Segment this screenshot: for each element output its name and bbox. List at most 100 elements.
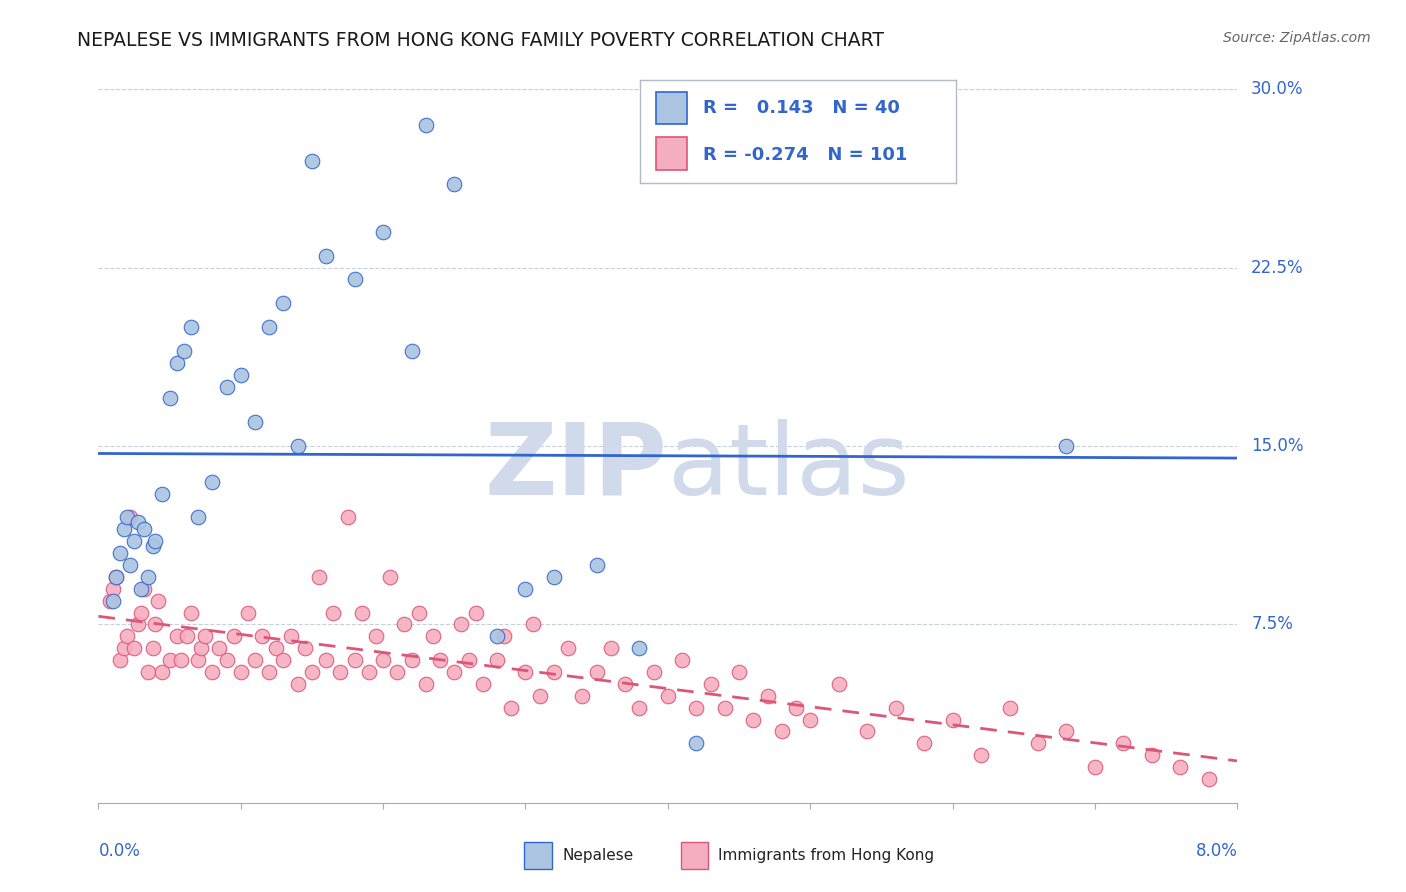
Bar	[655, 136, 688, 169]
Point	[215, 653, 238, 667]
Point	[208, 641, 231, 656]
Point	[101, 582, 124, 596]
Point	[585, 558, 607, 572]
Point	[136, 570, 159, 584]
Point	[785, 700, 807, 714]
Point	[1198, 772, 1220, 786]
Point	[280, 629, 302, 643]
Point	[522, 617, 544, 632]
Point	[742, 713, 765, 727]
Point	[343, 272, 366, 286]
Point	[112, 641, 135, 656]
Text: Source: ZipAtlas.com: Source: ZipAtlas.com	[1223, 31, 1371, 45]
Point	[201, 475, 224, 489]
Point	[471, 677, 494, 691]
Point	[415, 677, 437, 691]
Point	[336, 510, 359, 524]
Point	[118, 558, 141, 572]
Point	[970, 748, 993, 763]
Point	[136, 665, 159, 679]
Point	[685, 736, 707, 750]
Text: 8.0%: 8.0%	[1195, 842, 1237, 860]
Point	[394, 617, 416, 632]
Point	[799, 713, 821, 727]
Point	[166, 629, 188, 643]
Point	[380, 570, 402, 584]
Point	[1054, 724, 1078, 739]
Point	[129, 582, 152, 596]
Point	[148, 593, 170, 607]
Point	[115, 510, 138, 524]
Point	[828, 677, 851, 691]
Point	[856, 724, 879, 739]
Text: ZIP: ZIP	[485, 419, 668, 516]
Point	[628, 700, 651, 714]
Point	[543, 665, 565, 679]
Point	[422, 629, 444, 643]
Point	[132, 582, 155, 596]
Point	[301, 665, 323, 679]
Point	[457, 653, 479, 667]
Point	[194, 629, 217, 643]
Point	[912, 736, 935, 750]
Point	[122, 641, 145, 656]
Point	[166, 356, 188, 370]
Point	[770, 724, 793, 739]
Point	[215, 379, 238, 393]
Point	[132, 522, 155, 536]
Point	[714, 700, 737, 714]
Point	[187, 510, 209, 524]
Point	[657, 689, 679, 703]
Point	[884, 700, 907, 714]
Point	[108, 546, 131, 560]
Point	[357, 665, 380, 679]
Point	[464, 606, 486, 620]
Point	[486, 629, 509, 643]
Point	[104, 570, 127, 584]
Point	[322, 606, 344, 620]
Point	[108, 653, 131, 667]
Point	[173, 343, 195, 358]
Point	[329, 665, 352, 679]
Text: 0.0%: 0.0%	[98, 842, 141, 860]
Point	[259, 665, 281, 679]
Point	[371, 653, 394, 667]
Point	[415, 118, 437, 132]
Point	[187, 653, 209, 667]
Point	[222, 629, 245, 643]
Point	[141, 641, 163, 656]
Point	[443, 178, 465, 192]
Point	[942, 713, 965, 727]
Point	[671, 653, 693, 667]
Point	[315, 653, 337, 667]
Point	[287, 677, 309, 691]
Point	[115, 629, 138, 643]
Point	[129, 606, 152, 620]
Point	[229, 368, 252, 382]
Point	[152, 665, 174, 679]
Point	[266, 641, 288, 656]
Bar	[655, 92, 688, 124]
Point	[145, 534, 167, 549]
Point	[180, 320, 202, 334]
Bar	[681, 842, 707, 869]
Point	[112, 522, 135, 536]
Point	[243, 415, 266, 429]
Point	[494, 629, 516, 643]
Point	[127, 515, 149, 529]
Point	[98, 593, 121, 607]
Point	[122, 534, 145, 549]
Point	[429, 653, 451, 667]
Point	[1026, 736, 1049, 750]
Point	[998, 700, 1021, 714]
Point	[1140, 748, 1163, 763]
Point	[557, 641, 579, 656]
Point	[250, 629, 273, 643]
Point	[401, 343, 423, 358]
Point	[159, 653, 181, 667]
Point	[1084, 760, 1107, 774]
Point	[408, 606, 430, 620]
Text: 30.0%: 30.0%	[1251, 80, 1303, 98]
Point	[101, 593, 124, 607]
Point	[176, 629, 198, 643]
